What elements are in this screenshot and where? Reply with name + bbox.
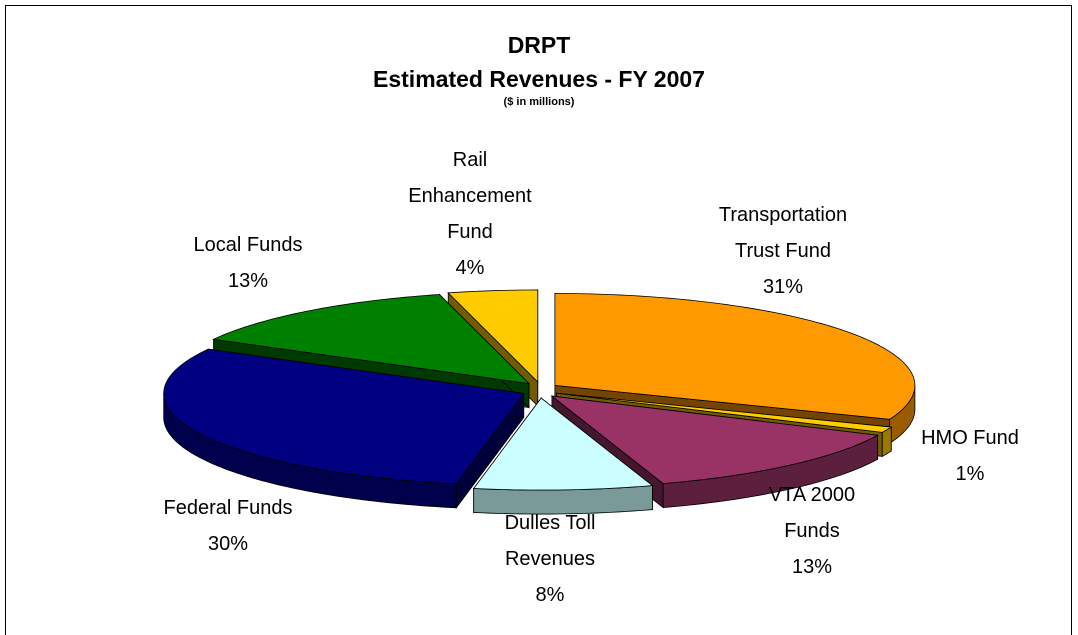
- slice-name: Federal Funds: [163, 497, 293, 519]
- slice-percent: 31%: [762, 276, 804, 298]
- chart-subtitle: ($ in millions): [503, 96, 575, 108]
- slice-label: HMO Fund 1%: [921, 420, 1019, 492]
- slice-name: Local Funds: [193, 234, 303, 256]
- slice-label: VTA 2000 Funds 13%: [769, 477, 855, 585]
- slice-label: Transportation Trust Fund 31%: [719, 197, 847, 305]
- slice-label: Rail Enhancement Fund 4%: [408, 142, 531, 286]
- slice-name: Dulles Toll Revenues: [504, 512, 596, 570]
- slice: [556, 392, 893, 433]
- slice-name: Transportation Trust Fund: [718, 204, 848, 262]
- slice-percent: 4%: [455, 257, 485, 279]
- slice: [163, 348, 525, 485]
- chart-title: DRPT Estimated Revenues - FY 2007: [373, 32, 705, 92]
- slice-name: HMO Fund: [921, 427, 1019, 449]
- slice-percent: 30%: [207, 533, 249, 555]
- slice-percent: 13%: [227, 270, 269, 292]
- slice: [212, 294, 531, 385]
- slice-label: Local Funds 13%: [194, 227, 303, 299]
- slice: [472, 397, 654, 491]
- slice-name: VTA 2000 Funds: [768, 484, 856, 542]
- slice-name: Rail Enhancement Fund: [408, 149, 532, 243]
- slice: [447, 289, 539, 383]
- slice-label: Federal Funds 30%: [164, 490, 293, 562]
- slice-percent: 8%: [535, 584, 565, 606]
- slice-percent: 13%: [791, 556, 833, 578]
- slice: [550, 395, 879, 484]
- chart-frame: [5, 5, 1072, 635]
- slice-label: Dulles Toll Revenues 8%: [505, 505, 596, 613]
- slice: [554, 293, 916, 420]
- slice-percent: 1%: [955, 463, 985, 485]
